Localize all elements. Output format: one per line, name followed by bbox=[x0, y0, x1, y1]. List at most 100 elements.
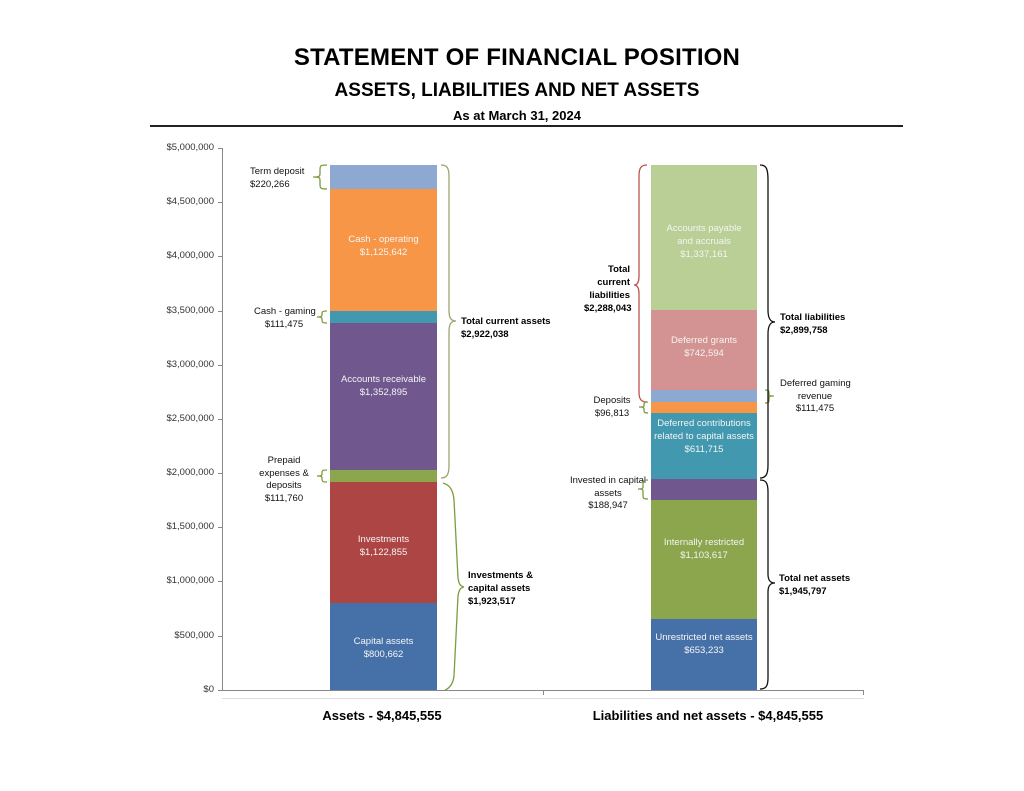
segment-value: $1,103,617 bbox=[680, 550, 728, 561]
segment-value: $611,715 bbox=[684, 444, 724, 455]
label-text: capital assets bbox=[468, 583, 531, 594]
y-tick bbox=[218, 419, 222, 420]
label-value: $1,945,797 bbox=[779, 586, 827, 597]
label-total-current-assets: Total current assets $2,922,038 bbox=[461, 315, 551, 341]
segment-cash-operating: Cash - operating $1,125,642 bbox=[330, 189, 437, 311]
y-tick bbox=[218, 581, 222, 582]
brace-total-current-liabilities-icon bbox=[633, 164, 648, 403]
label-value: $111,760 bbox=[264, 492, 304, 504]
x-category-liabilities: Liabilities and net assets - $4,845,555 bbox=[592, 708, 824, 723]
segment-value: $742,594 bbox=[684, 348, 724, 359]
y-tick bbox=[218, 636, 222, 637]
brace-prepaid-icon bbox=[316, 469, 328, 483]
segment-label: Internally restricted bbox=[663, 537, 745, 548]
label-text: Invested in capital bbox=[569, 475, 647, 486]
y-tick-label: $0 bbox=[203, 684, 214, 695]
label-text: expenses & bbox=[259, 467, 309, 479]
segment-prepaid bbox=[330, 470, 437, 482]
label-value: $220,266 bbox=[250, 178, 290, 190]
brace-investments-capital-icon bbox=[442, 482, 465, 691]
segment-deferred-gaming bbox=[651, 390, 757, 402]
y-tick-label: $500,000 bbox=[174, 630, 214, 641]
brace-total-net-assets-icon bbox=[759, 479, 776, 690]
label-value: $2,899,758 bbox=[780, 325, 828, 336]
label-text: revenue bbox=[797, 390, 833, 402]
brace-total-liabilities-icon bbox=[759, 164, 776, 479]
x-tick bbox=[863, 690, 864, 695]
label-term-deposit: Term deposit $220,266 bbox=[250, 166, 304, 191]
y-axis bbox=[222, 148, 223, 690]
segment-deferred-contributions: Deferred contributions related to capita… bbox=[651, 413, 757, 479]
segment-unrestricted: Unrestricted net assets $653,233 bbox=[651, 619, 757, 690]
label-text: Deferred gaming bbox=[780, 378, 851, 389]
y-tick bbox=[218, 473, 222, 474]
y-tick bbox=[218, 365, 222, 366]
report-date: As at March 31, 2024 bbox=[453, 108, 581, 123]
y-tick-label: $2,500,000 bbox=[166, 413, 214, 424]
label-total-net-assets: Total net assets $1,945,797 bbox=[779, 572, 850, 598]
x-category-assets: Assets - $4,845,555 bbox=[322, 708, 442, 723]
label-text: Term deposit bbox=[250, 166, 305, 177]
brace-deposits-icon bbox=[638, 401, 649, 414]
segment-label: Accounts payable bbox=[666, 223, 742, 234]
brace-invested-capital-icon bbox=[637, 479, 649, 500]
label-invested-capital: Invested in capital assets $188,947 bbox=[563, 475, 653, 513]
segment-label: Cash - operating bbox=[348, 234, 419, 245]
segment-invested-capital bbox=[651, 479, 757, 500]
brace-term-deposit-icon bbox=[312, 164, 328, 190]
label-text: Investments & bbox=[468, 570, 533, 581]
y-tick-label: $4,500,000 bbox=[166, 196, 214, 207]
segment-accounts-payable: Accounts payable and accruals $1,337,161 bbox=[651, 165, 757, 310]
report-subtitle: ASSETS, LIABILITIES AND NET ASSETS bbox=[334, 80, 700, 101]
label-value: $111,475 bbox=[264, 318, 304, 330]
segment-value: $653,233 bbox=[684, 645, 724, 656]
segment-label: Deferred contributions bbox=[657, 418, 751, 429]
segment-value: $1,352,895 bbox=[359, 387, 408, 398]
segment-label: Accounts receivable bbox=[340, 374, 427, 385]
label-total-liabilities: Total liabilities $2,899,758 bbox=[780, 311, 845, 337]
label-text: Prepaid bbox=[267, 455, 301, 466]
segment-label: and accruals bbox=[677, 236, 731, 247]
x-tick bbox=[543, 690, 544, 695]
label-value: $1,923,517 bbox=[468, 596, 516, 607]
label-prepaid: Prepaid expenses & deposits $111,760 bbox=[254, 455, 314, 505]
label-text: Cash - gaming bbox=[254, 306, 316, 317]
segment-investments: Investments $1,122,855 bbox=[330, 482, 437, 603]
label-deferred-gaming: Deferred gaming revenue $111,475 bbox=[780, 378, 851, 416]
label-text: Total current assets bbox=[461, 316, 551, 327]
label-text: liabilities bbox=[589, 290, 630, 301]
label-text: deposits bbox=[266, 480, 302, 491]
y-tick-label: $5,000,000 bbox=[166, 142, 214, 153]
brace-cash-gaming-icon bbox=[316, 310, 328, 324]
y-tick bbox=[218, 202, 222, 203]
y-tick bbox=[218, 690, 222, 691]
label-text: current bbox=[597, 277, 630, 288]
segment-label: Capital assets bbox=[353, 636, 414, 647]
y-tick-label: $3,000,000 bbox=[166, 359, 214, 370]
y-tick bbox=[218, 256, 222, 257]
brace-deferred-gaming-icon bbox=[764, 389, 775, 404]
label-investments-capital: Investments & capital assets $1,923,517 bbox=[468, 569, 533, 608]
segment-label: related to capital assets bbox=[654, 431, 754, 442]
label-text: Total net assets bbox=[779, 573, 851, 584]
label-total-current-liabilities: Total current liabilities $2,288,043 bbox=[584, 263, 632, 315]
y-tick-label: $1,000,000 bbox=[166, 575, 214, 586]
segment-term-deposit bbox=[330, 165, 437, 189]
label-value: $2,922,038 bbox=[461, 329, 509, 340]
segment-deposits bbox=[651, 402, 757, 413]
segment-value: $1,125,642 bbox=[359, 247, 408, 258]
label-value: $111,475 bbox=[795, 403, 835, 414]
segment-value: $1,122,855 bbox=[359, 547, 408, 558]
y-tick-label: $4,000,000 bbox=[166, 250, 214, 261]
y-tick bbox=[218, 148, 222, 149]
y-tick-label: $3,500,000 bbox=[166, 305, 214, 316]
label-text: Total bbox=[608, 264, 630, 275]
brace-total-current-assets-icon bbox=[440, 164, 457, 479]
label-cash-gaming: Cash - gaming $111,475 bbox=[254, 306, 316, 331]
segment-value: $800,662 bbox=[363, 649, 404, 660]
label-deposits: Deposits $96,813 bbox=[588, 395, 636, 420]
segment-deferred-grants: Deferred grants $742,594 bbox=[651, 310, 757, 390]
label-value: $2,288,043 bbox=[584, 303, 632, 314]
segment-accounts-receivable: Accounts receivable $1,352,895 bbox=[330, 323, 437, 470]
